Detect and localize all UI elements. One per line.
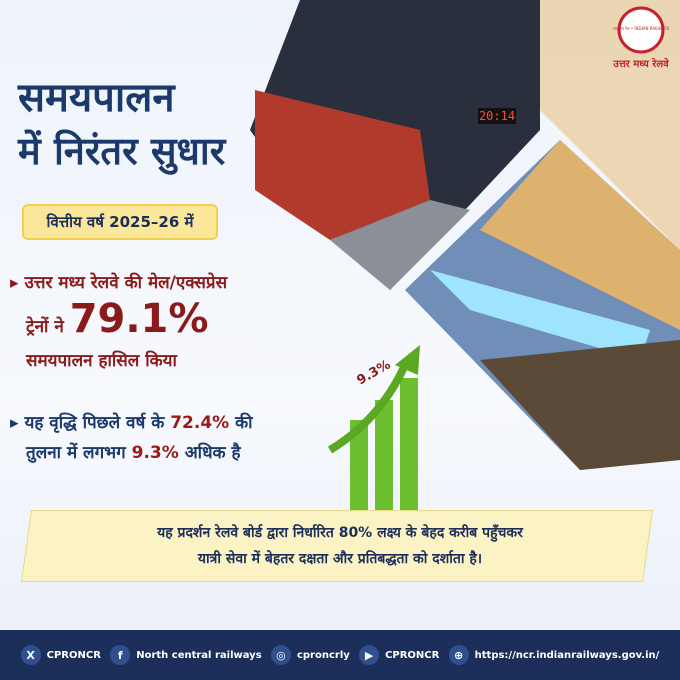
- growth-label: 9.3%: [355, 357, 394, 388]
- growth-arrow: [327, 363, 409, 454]
- note-line: यात्री सेवा में बेहतर दक्षता और प्रतिबद्…: [197, 551, 483, 567]
- note: यह प्रदर्शन रेलवे बोर्ड द्वारा निर्धारित…: [40, 520, 640, 572]
- bullet-line: तुलना में लगभग 9.3% अधिक है: [26, 440, 241, 463]
- platform: [330, 200, 470, 290]
- social-icon: X: [20, 645, 41, 665]
- title: समयपालन: [18, 75, 175, 121]
- social-icon: ▶: [359, 645, 380, 665]
- badge: वित्तीय वर्ष 2025–26 में: [22, 204, 218, 240]
- clock-board: [478, 108, 516, 124]
- bullet-line: ट्रेनों ने 79.1%: [26, 296, 208, 342]
- social-link[interactable]: ◎ cproncrly: [270, 645, 350, 665]
- text: ट्रेनों ने: [26, 317, 64, 337]
- growth-bar: [350, 420, 368, 510]
- sunset: [480, 140, 680, 330]
- social-link[interactable]: f North central railways: [110, 645, 262, 665]
- bullet-line: ▸ यह वृद्धि पिछले वर्ष के 72.4% की: [10, 413, 253, 433]
- tracks: [480, 340, 680, 470]
- text: की: [235, 413, 253, 433]
- social-handle: CPRONCR: [46, 649, 101, 661]
- social-icon: f: [110, 645, 131, 665]
- social-handle: CPRONCR: [385, 649, 440, 661]
- social-link[interactable]: ⊕ https://ncr.indianrailways.gov.in/: [448, 645, 660, 665]
- logo: [617, 6, 665, 54]
- bullet-train: [430, 270, 650, 360]
- social-link[interactable]: ▶ CPRONCR: [359, 645, 439, 665]
- social-icon: ⊕: [448, 645, 469, 665]
- value: 9.3%: [131, 443, 179, 463]
- title: में निरंतर सुधार: [18, 129, 226, 173]
- artwork: 20:14 9.3% भारतीय रेल • INDIAN RAILWAYS …: [250, 0, 680, 510]
- clock: 20:14: [479, 109, 515, 123]
- bullet-line: समयपालन हासिल किया: [26, 351, 177, 371]
- growth-bar: [400, 378, 418, 510]
- social-handle: North central railways: [136, 649, 262, 661]
- social-icon: ◎: [270, 645, 291, 665]
- highlight: 79.1%: [69, 296, 209, 342]
- social-bar: X CPRONCR f North central railways ◎ cproncrl…: [0, 630, 680, 680]
- growth-bar: [375, 400, 393, 510]
- logo-caption: उत्तर मध्य रेलवे: [612, 57, 669, 70]
- text: उत्तर मध्य रेलवे की मेल/एक्सप्रेस: [24, 273, 228, 293]
- train-coach: [255, 90, 430, 240]
- social-handle: cproncrly: [296, 649, 350, 661]
- arrow-head: [395, 345, 420, 375]
- text: तुलना में लगभग: [26, 443, 126, 463]
- social-handle: https://ncr.indianrailways.gov.in/: [474, 649, 660, 661]
- logo-ring: भारतीय रेल • INDIAN RAILWAYS: [613, 26, 670, 31]
- value: 72.4%: [170, 413, 230, 433]
- social-link[interactable]: X CPRONCR: [20, 645, 101, 665]
- bullet-line: ▸ उत्तर मध्य रेलवे की मेल/एक्सप्रेस: [10, 273, 228, 293]
- text: अधिक है: [184, 443, 241, 463]
- text: यह वृद्धि पिछले वर्ष के: [24, 413, 165, 433]
- note-line: यह प्रदर्शन रेलवे बोर्ड द्वारा निर्धारित…: [157, 525, 523, 541]
